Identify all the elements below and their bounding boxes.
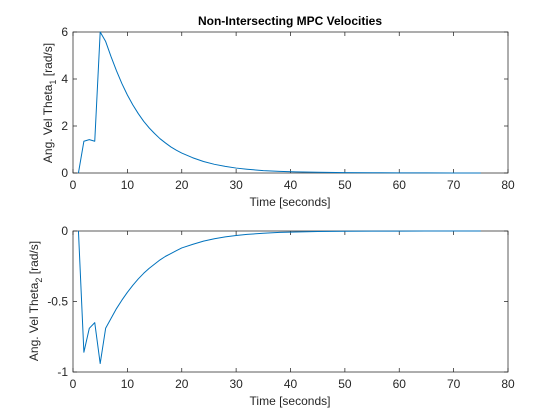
y-label-suffix-theta2: [rad/s]	[27, 241, 41, 278]
y-tick-label-theta2-1: -0.5	[47, 295, 68, 309]
subplot-theta1-frame	[72, 31, 509, 174]
x-tick-label-theta1-6: 60	[393, 178, 407, 192]
y-axis-label-theta1: Ang. Vel Theta1 [rad/s]	[41, 43, 58, 163]
x-tick-label-theta1-3: 30	[229, 178, 243, 192]
x-tick-label-theta1-0: 0	[70, 178, 77, 192]
subplot-theta1-ticks: 0 10 20 30 40 50 60 70 80 0 2 4 6	[61, 25, 515, 192]
x-axis-label-theta2: Time [seconds]	[250, 394, 331, 408]
y-tick-label-theta1-0: 0	[61, 166, 68, 180]
y-label-suffix-theta1: [rad/s]	[41, 43, 55, 80]
x-tick-label-theta2-2: 20	[175, 377, 189, 391]
subplot-theta2-frame	[72, 230, 509, 373]
y-tick-label-theta1-1: 2	[61, 119, 68, 133]
subplot-theta1: 0 10 20 30 40 50 60 70 80 0 2 4 6 Non-Intersecting M…	[41, 14, 515, 209]
x-tick-label-theta2-6: 60	[393, 377, 407, 391]
x-tick-label-theta2-4: 40	[284, 377, 298, 391]
y-tick-label-theta2-2: 0	[61, 224, 68, 238]
x-tick-label-theta2-3: 30	[229, 377, 243, 391]
y-label-prefix-theta1: Ang. Vel Theta	[41, 84, 55, 163]
x-tick-label-theta2-5: 50	[338, 377, 352, 391]
series-line-theta1	[77, 31, 481, 174]
x-tick-label-theta1-7: 70	[447, 178, 461, 192]
series-line-theta2	[77, 230, 481, 365]
y-tick-label-theta2-0: -1	[57, 365, 68, 379]
x-tick-label-theta1-2: 20	[175, 178, 189, 192]
y-tick-label-theta1-3: 6	[61, 25, 68, 39]
chart-title: Non-Intersecting MPC Velocities	[198, 14, 382, 28]
x-tick-label-theta1-8: 80	[501, 178, 515, 192]
x-tick-label-theta1-1: 10	[121, 178, 135, 192]
x-tick-label-theta1-5: 50	[338, 178, 352, 192]
x-tick-label-theta2-1: 10	[121, 377, 135, 391]
x-tick-label-theta2-8: 80	[501, 377, 515, 391]
y-label-subscript-theta1: 1	[48, 80, 58, 85]
x-tick-label-theta1-4: 40	[284, 178, 298, 192]
subplot-theta2: 0 10 20 30 40 50 60 70 80-1-0.50 Time [seconds] …	[27, 224, 515, 408]
x-axis-label-theta1: Time [seconds]	[250, 195, 331, 209]
x-tick-label-theta2-0: 0	[70, 377, 77, 391]
y-axis-label-theta2: Ang. Vel Theta2 [rad/s]	[27, 241, 44, 361]
subplot-theta2-ticks: 0 10 20 30 40 50 60 70 80 -1 -0.5 0	[47, 224, 515, 391]
y-label-subscript-theta2: 2	[34, 278, 44, 283]
y-label-prefix-theta2: Ang. Vel Theta	[27, 282, 41, 361]
y-tick-label-theta1-2: 4	[61, 72, 68, 86]
x-tick-label-theta2-7: 70	[447, 377, 461, 391]
